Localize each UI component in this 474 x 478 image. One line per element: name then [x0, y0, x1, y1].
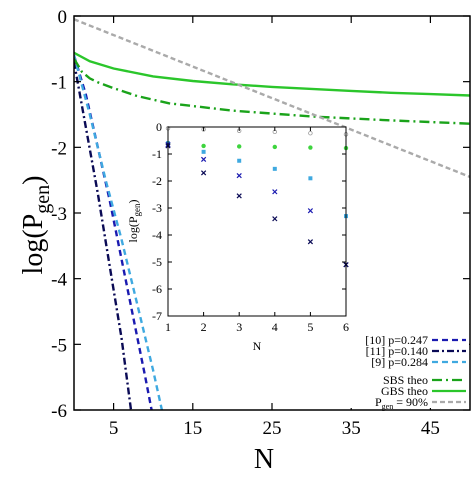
inset-x-tick-label-5: 6 — [343, 320, 349, 334]
inset-point-4-2 — [236, 193, 242, 199]
inset-x-tick-label-0: 1 — [165, 320, 171, 334]
inset-background — [168, 127, 346, 316]
legend-label-2: [9] p=0.284 — [371, 355, 428, 369]
inset-point-1-1 — [201, 143, 206, 149]
main-y-tick-label-5: -5 — [51, 335, 67, 356]
inset-point-2-3 — [272, 166, 277, 171]
series-line-pgen — [74, 18, 470, 179]
legend-label-suffix-5: = 90% — [393, 395, 428, 409]
inset-y-tick-label-1: -1 — [152, 147, 162, 161]
main-y-tick-label-4: -4 — [51, 270, 67, 291]
inset-y-axis-title-main: log(P — [126, 216, 140, 242]
main-y-tick-label-2: -2 — [51, 138, 67, 159]
legend-label-main-3: SBS theo — [383, 373, 428, 387]
legend: [10] p=0.247[11] p=0.140[9] p=0.284 SBS t… — [365, 333, 466, 411]
legend-entry-pgen: Pgen = 90% — [375, 395, 466, 411]
legend-entry-10-p-0-247: [10] p=0.247 — [365, 333, 466, 347]
inset-y-tick-label-4: -4 — [152, 228, 162, 242]
inset-x-axis-title: N — [253, 339, 262, 353]
legend-entry-sbs-theo: SBS theo — [383, 373, 466, 387]
inset-point-3-3 — [272, 189, 278, 195]
main-x-tick-label-2: 25 — [263, 418, 282, 439]
inset-point-4-4 — [307, 239, 314, 245]
inset-point-4-2-b — [236, 193, 242, 199]
legend-entry-gbs-theo: GBS theo — [381, 384, 466, 398]
main-series-layer — [74, 18, 470, 410]
inset-y-tick-label-6: -6 — [152, 282, 162, 296]
series-line-sbs-theo — [74, 58, 470, 125]
legend-entry-9-p-0-284: [9] p=0.284 — [371, 355, 466, 369]
main-y-axis-title-sub: gen — [32, 185, 54, 214]
inset-point-1-4 — [308, 145, 313, 150]
inset-y-axis-title-sub: gen — [132, 203, 142, 216]
legend-label-5: Pgen = 90% — [375, 395, 428, 411]
main-x-axis-title: N — [254, 444, 274, 475]
inset-point-4-3-b — [272, 216, 278, 222]
inset-point-2-1 — [201, 149, 206, 154]
inset-plot-frame — [167, 126, 347, 317]
inset-point-1-2 — [237, 144, 242, 149]
inset-y-tick-label-5: -5 — [152, 255, 162, 269]
inset-x-tick-label-3: 4 — [272, 320, 278, 334]
inset-x-tick-label-4: 5 — [307, 320, 313, 334]
inset-y-axis-title: log(Pgen) — [126, 199, 142, 242]
legend-label-0: [10] p=0.247 — [365, 333, 428, 347]
inset-y-tick-label-7: -7 — [152, 309, 162, 323]
inset-y-axis-title-close: ) — [126, 199, 140, 203]
inset-point-4-1 — [200, 170, 207, 176]
inset-y-tick-label-2: -2 — [152, 174, 162, 188]
legend-entry-11-p-0-140: [11] p=0.140 — [366, 344, 466, 358]
inset-point-1-3 — [272, 144, 277, 150]
legend-label-4: GBS theo — [381, 384, 428, 398]
main-x-tick-label-1: 15 — [183, 418, 202, 439]
main-y-axis-title-main: log(P — [18, 214, 49, 275]
legend-label-main-0: [10] p=0.247 — [365, 333, 428, 347]
inset-point-3-2 — [236, 172, 242, 179]
legend-label-main-5: P — [375, 395, 382, 409]
main-y-tick-label-0: 0 — [58, 7, 68, 28]
main-x-tick-label-4: 45 — [421, 418, 440, 439]
main-y-tick-label-6: -6 — [51, 401, 67, 422]
inset-point-3-1-b — [200, 156, 207, 163]
legend-label-3: SBS theo — [383, 373, 428, 387]
inset-point-3-2-b — [236, 172, 242, 179]
series-line-11-p-0-140 — [74, 61, 133, 410]
inset-x-tick-label-2: 3 — [236, 320, 242, 334]
series-line-gbs-theo — [74, 51, 470, 97]
inset-point-4-3 — [272, 216, 278, 222]
main-x-tick-label-0: 5 — [109, 418, 119, 439]
legend-label-main-2: [9] p=0.284 — [371, 355, 428, 369]
inset-point-3-4 — [307, 208, 314, 214]
main-y-tick-label-3: -3 — [51, 204, 67, 225]
inset-point-3-3-b — [272, 189, 278, 195]
legend-label-1: [11] p=0.140 — [366, 344, 428, 358]
main-axes: 5 15 25 35 450-1-2-3-4-5-6 — [51, 7, 470, 439]
main-y-tick-label-1: -1 — [51, 73, 67, 94]
main-x-tick-label-3: 35 — [342, 418, 361, 439]
inset-point-4-4-b — [307, 239, 314, 245]
inset-point-4-1-b — [200, 170, 207, 176]
inset-axes: 1 2 3 4 5 6 0 -1 -2 -3 -4 -5 -6 -7 — [152, 120, 349, 334]
inset-point-0-4 — [308, 131, 313, 136]
inset-point-2-4 — [308, 176, 313, 181]
legend-label-main-4: GBS theo — [381, 384, 428, 398]
inset-point-3-4-b — [307, 208, 314, 214]
legend-label-sub-5: gen — [382, 402, 394, 411]
inset-point-3-1 — [200, 156, 207, 163]
inset-y-tick-label-0: 0 — [156, 120, 162, 134]
inset-point-2-2 — [237, 158, 242, 163]
inset-y-tick-label-3: -3 — [152, 201, 162, 215]
inset-x-tick-label-1: 2 — [201, 320, 207, 334]
series-line-9-p-0-284 — [74, 55, 164, 410]
main-y-axis-title-close: ) — [18, 176, 49, 185]
main-y-axis-title: log(Pgen) — [18, 176, 54, 275]
legend-label-main-1: [11] p=0.140 — [366, 344, 428, 358]
legend-background — [340, 338, 469, 408]
